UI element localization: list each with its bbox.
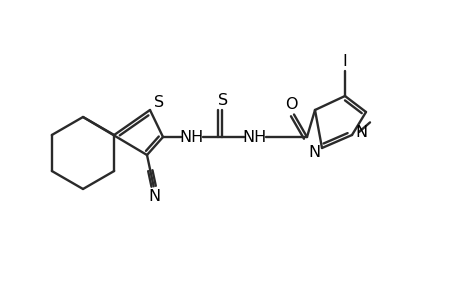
Text: S: S xyxy=(218,92,228,107)
Text: O: O xyxy=(284,97,297,112)
Text: S: S xyxy=(154,94,164,110)
Text: N: N xyxy=(148,189,160,204)
Text: NH: NH xyxy=(179,130,204,145)
Text: I: I xyxy=(342,53,347,68)
Text: N: N xyxy=(354,124,366,140)
Text: N: N xyxy=(307,145,319,160)
Text: NH: NH xyxy=(242,130,267,145)
